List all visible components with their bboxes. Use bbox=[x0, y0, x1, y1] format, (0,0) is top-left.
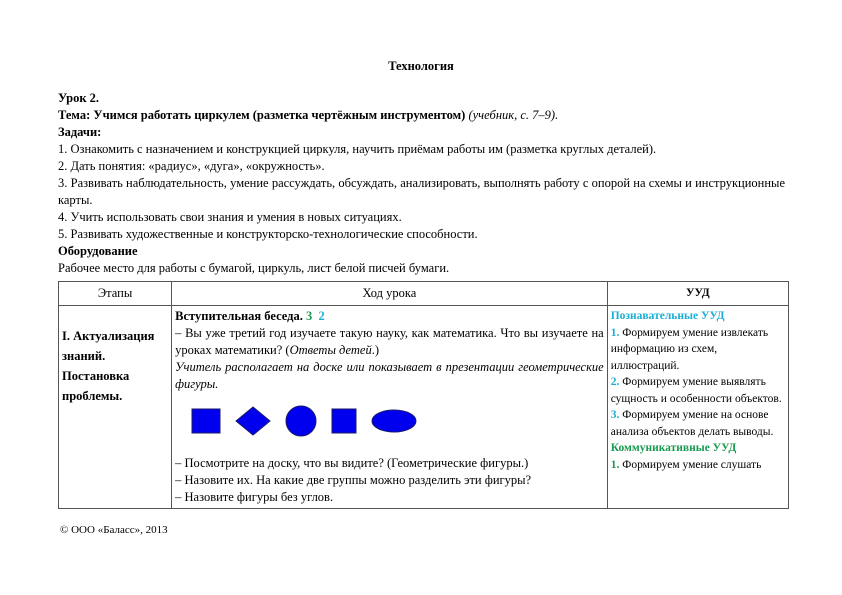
equipment-text: Рабочее место для работы с бумагой, цирк… bbox=[58, 261, 450, 275]
task-item: 5. Развивать художественные и конструкто… bbox=[58, 227, 478, 241]
uud-item-text: Формируем умение выявлять сущность и осо… bbox=[610, 376, 782, 405]
square-shape-2 bbox=[331, 408, 357, 434]
teacher-note: Учитель располагает на доске или показыв… bbox=[175, 360, 604, 391]
topic-label: Тема: bbox=[58, 108, 91, 122]
lesson-topic: Тема: Учимся работать циркулем (разметка… bbox=[58, 107, 785, 124]
question-4: – Назовите фигуры без углов. bbox=[175, 490, 334, 504]
number-green: 3 bbox=[306, 309, 313, 323]
footer-copyright: © ООО «Баласс», 2013 bbox=[60, 524, 168, 536]
square-shape bbox=[191, 408, 221, 434]
topic-ref: (учебник, с. 7–9). bbox=[468, 108, 559, 122]
uud-item-text: Формируем умение на основе анализа объек… bbox=[610, 409, 774, 438]
task-item: 4. Учить использовать свои знания и умен… bbox=[58, 210, 402, 224]
uud-item: 2. Формируем умение выявлять сущность и … bbox=[611, 374, 785, 407]
intro-heading: Вступительная беседа. bbox=[175, 309, 303, 323]
uud-cell: Познавательные УУД 1. Формируем умение и… bbox=[606, 305, 790, 509]
lesson-flow-cell: Вступительная беседа. 3 2 – Вы уже трети… bbox=[171, 305, 608, 509]
task-item: 2. Дать понятия: «радиус», «дуга», «окру… bbox=[58, 159, 325, 173]
uud-item-number: 2. bbox=[610, 376, 620, 388]
task-item: 1. Ознакомить с назначением и конструкци… bbox=[58, 142, 657, 156]
table-row: I. Актуализация знаний. Постановка пробл… bbox=[57, 305, 790, 509]
header-uud: УУД bbox=[606, 281, 790, 306]
uud-item: 1. Формируем умение извлекать информацию… bbox=[611, 325, 785, 375]
question-1-text: – Вы уже третий год изучаете такую науку… bbox=[175, 326, 604, 357]
question-2: – Посмотрите на доску, что вы видите? (Г… bbox=[175, 456, 529, 470]
shapes-figure bbox=[191, 403, 604, 439]
document-title: Технология bbox=[388, 59, 454, 73]
lesson-intro: Урок 2. Тема: Учимся работать циркулем (… bbox=[58, 90, 785, 277]
answer-hint: Ответы детей bbox=[289, 343, 372, 357]
table-header-row: Этапы Ход урока УУД bbox=[57, 281, 790, 306]
task-item: 3. Развивать наблюдательность, умение ра… bbox=[58, 176, 785, 207]
cognitive-uud-title: Познавательные УУД bbox=[610, 310, 725, 322]
uud-item: 3. Формируем умение на основе анализа об… bbox=[611, 407, 785, 440]
header-stages: Этапы bbox=[57, 281, 173, 306]
lesson-table: Этапы Ход урока УУД I. Актуализация знан… bbox=[57, 281, 790, 509]
circle-shape bbox=[285, 405, 317, 437]
rhombus-shape bbox=[235, 406, 271, 436]
uud-item-text: Формируем умение слушать bbox=[622, 458, 762, 471]
communicative-uud-title: Коммуникативные УУД bbox=[610, 442, 737, 454]
uud-item-text: Формируем умение извлекать информацию из… bbox=[610, 326, 769, 372]
uud-item: 1. Формируем умение слушать bbox=[611, 457, 785, 474]
number-cyan: 2 bbox=[318, 309, 325, 323]
topic-text: Учимся работать циркулем (разметка чертё… bbox=[93, 108, 466, 122]
question-1-end: .) bbox=[371, 343, 380, 357]
tasks-label: Задачи: bbox=[58, 125, 102, 139]
header-lesson-flow: Ход урока bbox=[171, 281, 608, 306]
uud-item-number: 1. bbox=[610, 458, 620, 471]
question-1: – Вы уже третий год изучаете такую науку… bbox=[175, 325, 604, 359]
lesson-number: Урок 2. bbox=[58, 91, 100, 105]
stage-cell: I. Актуализация знаний. Постановка пробл… bbox=[57, 305, 173, 509]
uud-item-number: 1. bbox=[610, 326, 620, 339]
equipment-label: Оборудование bbox=[58, 244, 138, 258]
ellipse-shape bbox=[371, 409, 417, 433]
uud-item-number: 3. bbox=[610, 409, 620, 421]
question-3: – Назовите их. На какие две группы можно… bbox=[175, 473, 532, 487]
